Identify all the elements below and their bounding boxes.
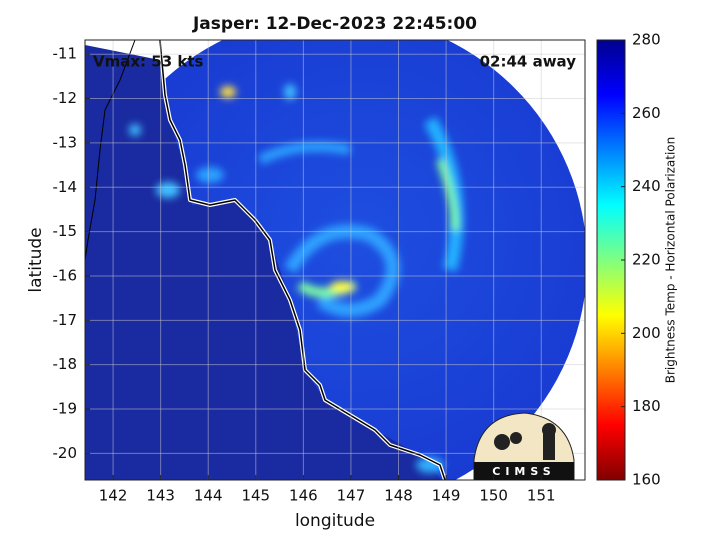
colorbar-tick-label: 160 [632, 471, 661, 489]
colorbar-tick-label: 200 [632, 324, 661, 342]
colorbar-tick-label: 260 [632, 104, 661, 122]
x-tick-label: 148 [384, 487, 413, 505]
x-tick-label: 146 [289, 487, 318, 505]
y-tick-label: -12 [53, 89, 78, 107]
vmax-annotation: Vmax: 53 kts [93, 53, 203, 71]
y-tick-label: -20 [53, 444, 78, 462]
time-annotation: 02:44 away [480, 53, 577, 71]
x-tick-label: 145 [241, 487, 270, 505]
y-tick-label: -15 [53, 222, 78, 240]
logo-text: CIMSS [492, 465, 555, 478]
y-tick-label: -11 [53, 45, 78, 63]
grid [85, 40, 585, 480]
colorbar: 160 180 200 220 240 260 280 Brightness Temp - H… [596, 31, 678, 489]
y-axis-label: latitude [26, 227, 46, 292]
y-tick-label: -17 [53, 311, 78, 329]
y-tick-label: -18 [53, 355, 78, 373]
y-tick-label: -14 [53, 178, 78, 196]
logo: CIMSS [473, 412, 575, 481]
x-tick-label: 150 [479, 487, 508, 505]
x-tick-label: 149 [432, 487, 461, 505]
x-axis-label: longitude [295, 511, 375, 531]
x-tick-label: 151 [527, 487, 556, 505]
plot-frame [84, 39, 586, 481]
title: Jasper: 12-Dec-2023 22:45:00 [192, 14, 477, 34]
x-tick-label: 142 [99, 487, 128, 505]
colorbar-label: Brightness Temp - Horizontal Polarizatio… [664, 137, 678, 384]
colorbar-tick-label: 220 [632, 251, 661, 269]
colorbar-tick-label: 240 [632, 177, 661, 195]
y-tick-label: -19 [53, 400, 78, 418]
colorbar-fill [596, 39, 626, 481]
colorbar-tick-label: 180 [632, 397, 661, 415]
colorbar-tick-label: 280 [632, 31, 661, 49]
x-tick-label: 147 [337, 487, 366, 505]
x-tick-label: 143 [146, 487, 175, 505]
x-tick-label: 144 [194, 487, 223, 505]
y-tick-label: -16 [53, 266, 78, 284]
y-tick-label: -13 [53, 133, 78, 151]
swath [85, 40, 585, 480]
